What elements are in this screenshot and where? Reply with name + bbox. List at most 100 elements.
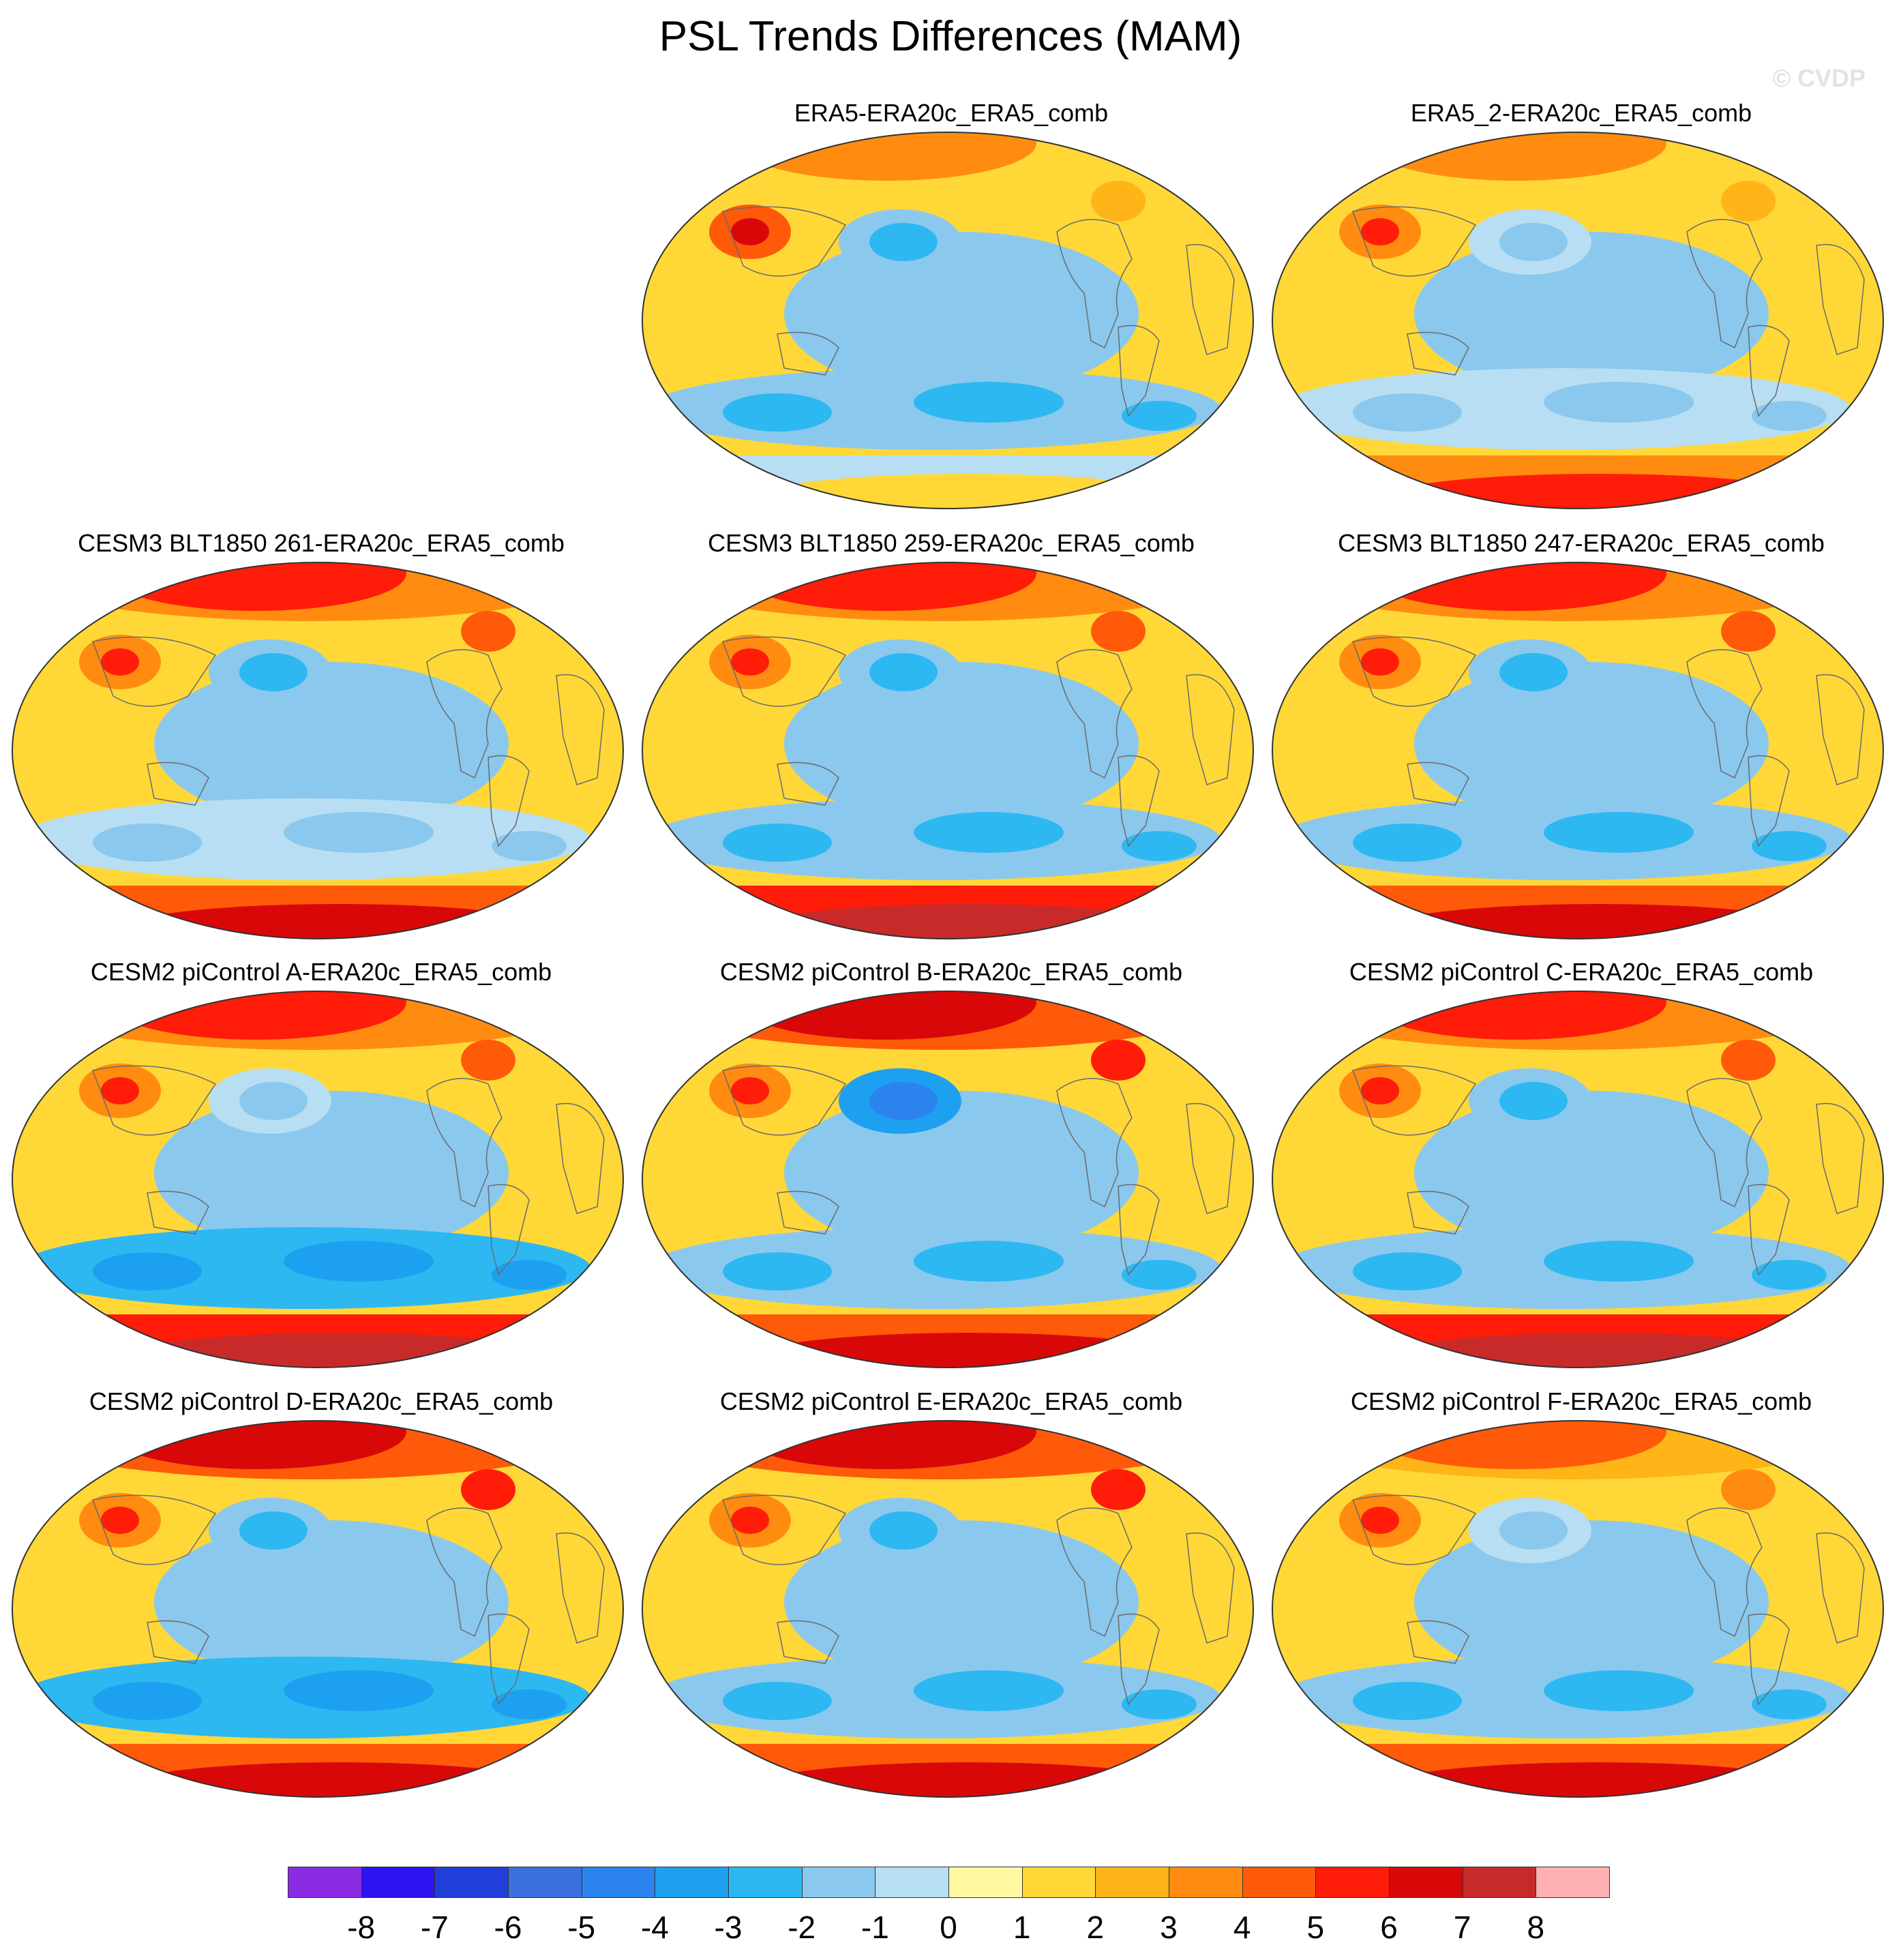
field-southern-ocean-core-1 xyxy=(1353,393,1462,432)
field-north-pacific-core xyxy=(1499,1082,1568,1120)
field-north-atlantic xyxy=(1091,181,1146,222)
field-asia-core xyxy=(1361,218,1399,245)
colorbar-swatch xyxy=(508,1867,582,1898)
field-southern-ocean-core-1 xyxy=(723,1682,832,1720)
field-tropical-pacific xyxy=(784,1091,1139,1254)
field-southern-ocean-core-3 xyxy=(1752,831,1827,861)
map-border xyxy=(12,1420,624,1798)
coastline xyxy=(1407,331,1469,376)
colorbar-swatch xyxy=(1021,1867,1096,1898)
panel-title: CESM3 BLT1850 247-ERA20c_ERA5_comb xyxy=(1338,529,1825,557)
field-north-pacific-core xyxy=(239,1082,308,1120)
field-north-atlantic xyxy=(1721,611,1776,652)
map-plot xyxy=(642,991,1254,1368)
map-panel: CESM2 piControl C-ERA20c_ERA5_comb xyxy=(1271,958,1891,1394)
field-tropical-pacific xyxy=(784,232,1139,395)
field-north-atlantic xyxy=(461,611,515,652)
field-north-pacific-core xyxy=(1499,223,1568,261)
field-southern-ocean-core-3 xyxy=(492,1689,567,1719)
field-north-pacific-core xyxy=(1499,653,1568,691)
map-panel: CESM2 piControl E-ERA20c_ERA5_comb xyxy=(641,1387,1261,1824)
coastline xyxy=(147,1620,209,1664)
coastline xyxy=(1686,649,1763,779)
field-arctic-core xyxy=(106,562,406,611)
map-field xyxy=(1272,1421,1883,1797)
field-antarctic-core xyxy=(113,1333,563,1368)
coastline xyxy=(426,1507,503,1638)
map-plot xyxy=(642,562,1254,939)
map-border xyxy=(642,1420,1254,1798)
colorbar-swatch xyxy=(728,1867,803,1898)
coastline xyxy=(147,762,209,806)
map-field xyxy=(1272,562,1883,939)
field-tropical-pacific xyxy=(154,1520,509,1684)
field-arctic-core xyxy=(736,1421,1036,1469)
field-southern-ocean-core-1 xyxy=(723,1252,832,1291)
coastline xyxy=(1056,1078,1133,1208)
field-southern-ocean-core-2 xyxy=(914,1241,1064,1282)
coastline xyxy=(1186,674,1235,785)
map-plot xyxy=(1272,991,1884,1368)
colorbar-swatch xyxy=(288,1867,362,1898)
colorbar-tick-label: -7 xyxy=(420,1910,449,1945)
field-southern-ocean-core-2 xyxy=(1544,1670,1694,1711)
field-asia-core xyxy=(1361,648,1399,676)
field-southern-ocean-core-1 xyxy=(93,1252,202,1291)
coastline xyxy=(1118,325,1160,417)
figure-title: PSL Trends Differences (MAM) xyxy=(659,13,1242,60)
coastline xyxy=(1056,219,1133,349)
panel-title: CESM2 piControl F-ERA20c_ERA5_comb xyxy=(1350,1387,1812,1415)
colorbar-tick-label: -5 xyxy=(567,1910,596,1945)
field-antarctic-core xyxy=(743,474,1193,509)
map-border xyxy=(642,991,1254,1368)
coastline xyxy=(1118,1613,1160,1706)
map-plot xyxy=(1272,562,1884,939)
map-panel: CESM2 piControl F-ERA20c_ERA5_comb xyxy=(1271,1387,1891,1824)
field-southern-ocean-core-2 xyxy=(1544,382,1694,423)
colorbar-swatch xyxy=(361,1867,436,1898)
colorbar-swatch xyxy=(1315,1867,1390,1898)
field-southern-ocean-core-3 xyxy=(492,831,567,861)
coastline xyxy=(777,1620,839,1664)
field-north-atlantic xyxy=(1091,1040,1146,1081)
coastline xyxy=(488,1183,530,1276)
field-southern-ocean-core-2 xyxy=(914,1670,1064,1711)
colorbar-tick-label: 4 xyxy=(1233,1910,1251,1945)
field-north-pacific-core xyxy=(239,653,308,691)
field-southern-ocean-core-2 xyxy=(1544,812,1694,853)
map-panel: CESM2 piControl A-ERA20c_ERA5_comb xyxy=(11,958,631,1394)
coastline xyxy=(1816,243,1865,355)
coastline xyxy=(1351,636,1477,707)
colorbar-tick-label: 0 xyxy=(940,1910,957,1945)
coastline xyxy=(777,762,839,806)
field-asia-core xyxy=(731,1077,769,1104)
panel-title: ERA5_2-ERA20c_ERA5_comb xyxy=(1410,99,1752,127)
field-southern-ocean-core-3 xyxy=(1122,1689,1197,1719)
field-north-atlantic xyxy=(461,1469,515,1510)
field-asia-core xyxy=(731,1507,769,1534)
field-southern-ocean-core-1 xyxy=(723,393,832,432)
coastline xyxy=(1407,1620,1469,1664)
field-southern-ocean-core-3 xyxy=(1752,1689,1827,1719)
field-southern-ocean-core-3 xyxy=(1122,1260,1197,1290)
coastline xyxy=(1748,1613,1790,1706)
field-antarctic-core xyxy=(1373,474,1823,509)
colorbar-tick-label: 1 xyxy=(1013,1910,1031,1945)
colorbar-swatch xyxy=(948,1867,1023,1898)
map-panel: CESM3 BLT1850 261-ERA20c_ERA5_comb xyxy=(11,529,631,965)
panel-title: CESM3 BLT1850 259-ERA20c_ERA5_comb xyxy=(708,529,1195,557)
map-plot xyxy=(12,562,624,939)
coastline xyxy=(1056,1507,1133,1638)
map-border xyxy=(1272,562,1884,939)
colorbar-tick-label: -4 xyxy=(640,1910,669,1945)
coastline xyxy=(1186,1102,1235,1214)
field-southern-ocean-core-2 xyxy=(284,812,434,853)
colorbar-swatch xyxy=(1536,1867,1610,1898)
coastline xyxy=(777,1190,839,1235)
field-antarctic-core xyxy=(1373,1762,1823,1797)
field-antarctic-core xyxy=(743,1333,1193,1368)
field-antarctic-core xyxy=(743,904,1193,939)
field-tropical-pacific xyxy=(1414,1520,1769,1684)
coastline xyxy=(1407,1190,1469,1235)
map-border xyxy=(12,562,624,939)
